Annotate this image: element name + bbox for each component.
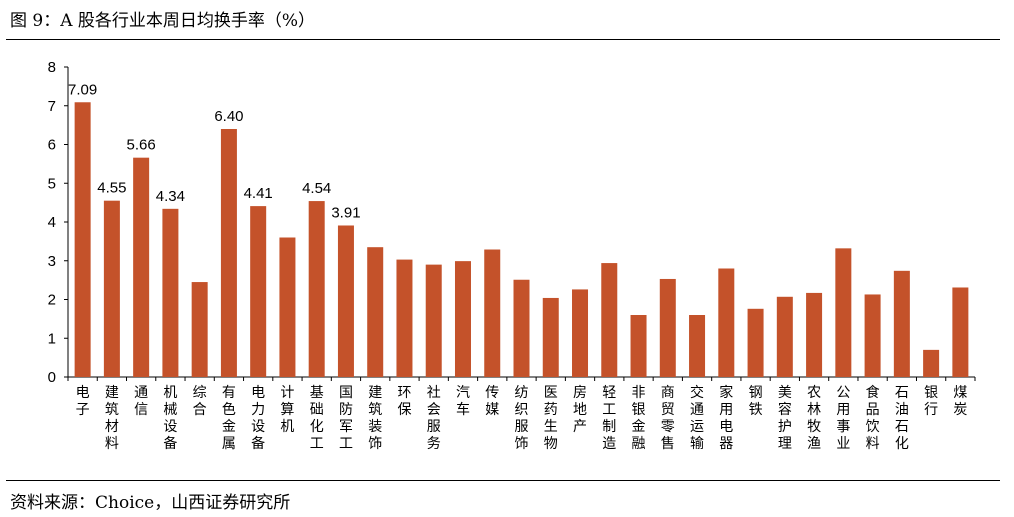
y-tick-label: 5 [48, 175, 56, 192]
data-label: 5.66 [127, 137, 156, 154]
category-label: 轻工制造 [602, 385, 616, 452]
data-label: 3.91 [331, 204, 360, 221]
category-label: 电子 [76, 385, 90, 418]
y-tick-label: 6 [48, 137, 56, 154]
data-label: 6.40 [214, 108, 243, 125]
chart-data-labels: 7.09 4.55 5.66 4.34 6.40 4.41 4.543.91 [68, 81, 361, 221]
bar [747, 308, 764, 377]
category-label: 环保 [397, 385, 411, 418]
y-tick-label: 8 [48, 59, 56, 76]
category-label: 纺织服饰 [515, 385, 529, 452]
bottom-rule [6, 480, 1000, 481]
category-label: 医药生物 [544, 385, 558, 452]
y-tick-label: 1 [48, 330, 56, 347]
chart-bars [74, 102, 969, 377]
y-tick-label: 2 [48, 292, 56, 309]
bar [308, 201, 325, 377]
category-label: 美容护理 [778, 385, 792, 452]
bar [103, 200, 120, 377]
y-tick-label: 3 [48, 253, 56, 270]
top-rule [6, 39, 1000, 40]
bar [250, 206, 267, 377]
category-label: 电力设备 [251, 385, 265, 452]
bar [513, 279, 530, 377]
category-label: 社会服务 [427, 385, 441, 452]
category-label: 通信 [134, 385, 148, 418]
category-label: 石油石化 [895, 385, 909, 452]
bar [220, 129, 237, 377]
bar [191, 282, 208, 377]
bar [630, 315, 647, 377]
category-label: 银行 [924, 385, 938, 418]
data-label: 7.09 [68, 81, 97, 98]
bar [74, 102, 91, 377]
bar [776, 296, 793, 377]
category-label: 国防军工 [339, 385, 353, 452]
bar [806, 292, 823, 377]
category-label: 有色金属 [222, 385, 236, 452]
bar [279, 237, 296, 377]
bar [659, 278, 676, 377]
category-label: 农林牧渔 [807, 385, 821, 452]
bar-chart: 0 1 2 3 4 5 6 7 8 7.09 4.55 5.66 4.34 6.40 4.41 4.543.… [48, 59, 976, 452]
category-label: 商贸零售 [661, 385, 675, 452]
category-label: 建筑材料 [105, 385, 119, 452]
source-note: 资料来源：Choice，山西证券研究所 [10, 493, 291, 513]
category-label: 综合 [193, 385, 207, 418]
category-label: 食品饮料 [866, 384, 880, 452]
bar [162, 208, 179, 377]
y-tick-label: 0 [48, 369, 56, 386]
category-label: 钢铁 [749, 385, 763, 418]
category-label: 房地产 [573, 385, 587, 435]
category-label: 机械设备 [163, 385, 177, 452]
category-label: 基础化工 [310, 384, 324, 452]
category-label: 非银金融 [632, 385, 646, 452]
data-label: 4.41 [244, 185, 273, 202]
bar [367, 247, 384, 377]
data-label: 4.54 [302, 180, 331, 197]
bar [133, 157, 150, 377]
data-label: 4.55 [97, 180, 126, 197]
bar [542, 297, 559, 377]
y-tick-label: 4 [48, 214, 56, 231]
bar [337, 225, 354, 377]
y-tick-label: 7 [48, 98, 56, 115]
category-label: 煤炭 [953, 385, 967, 418]
chart-category-labels: 电子 建筑材料 通信 机械设备 综合 有色金属 电力设备 计算机 基础化工 国防军工 建筑装饰 环保社… [76, 384, 968, 452]
figure-title: 图 9：A 股各行业本周日均换手率（%） [10, 11, 316, 31]
bar [835, 248, 852, 377]
category-label: 建筑装饰 [368, 385, 382, 452]
bar [454, 261, 471, 377]
bar [484, 249, 501, 377]
bar [923, 349, 940, 377]
data-label: 4.34 [156, 188, 185, 205]
bar [893, 270, 910, 377]
category-label: 公用事业 [836, 385, 850, 452]
bar [864, 294, 881, 377]
category-label: 家用电器 [719, 384, 733, 452]
bar [718, 268, 735, 377]
bar [689, 315, 706, 377]
category-label: 汽车 [456, 385, 470, 418]
category-label: 传媒 [485, 385, 499, 418]
bar [425, 264, 442, 377]
bar [572, 289, 589, 377]
category-label: 计算机 [280, 385, 294, 435]
bar [601, 263, 618, 377]
bar [952, 287, 969, 377]
category-label: 交通运输 [690, 384, 704, 452]
bar [396, 259, 413, 377]
